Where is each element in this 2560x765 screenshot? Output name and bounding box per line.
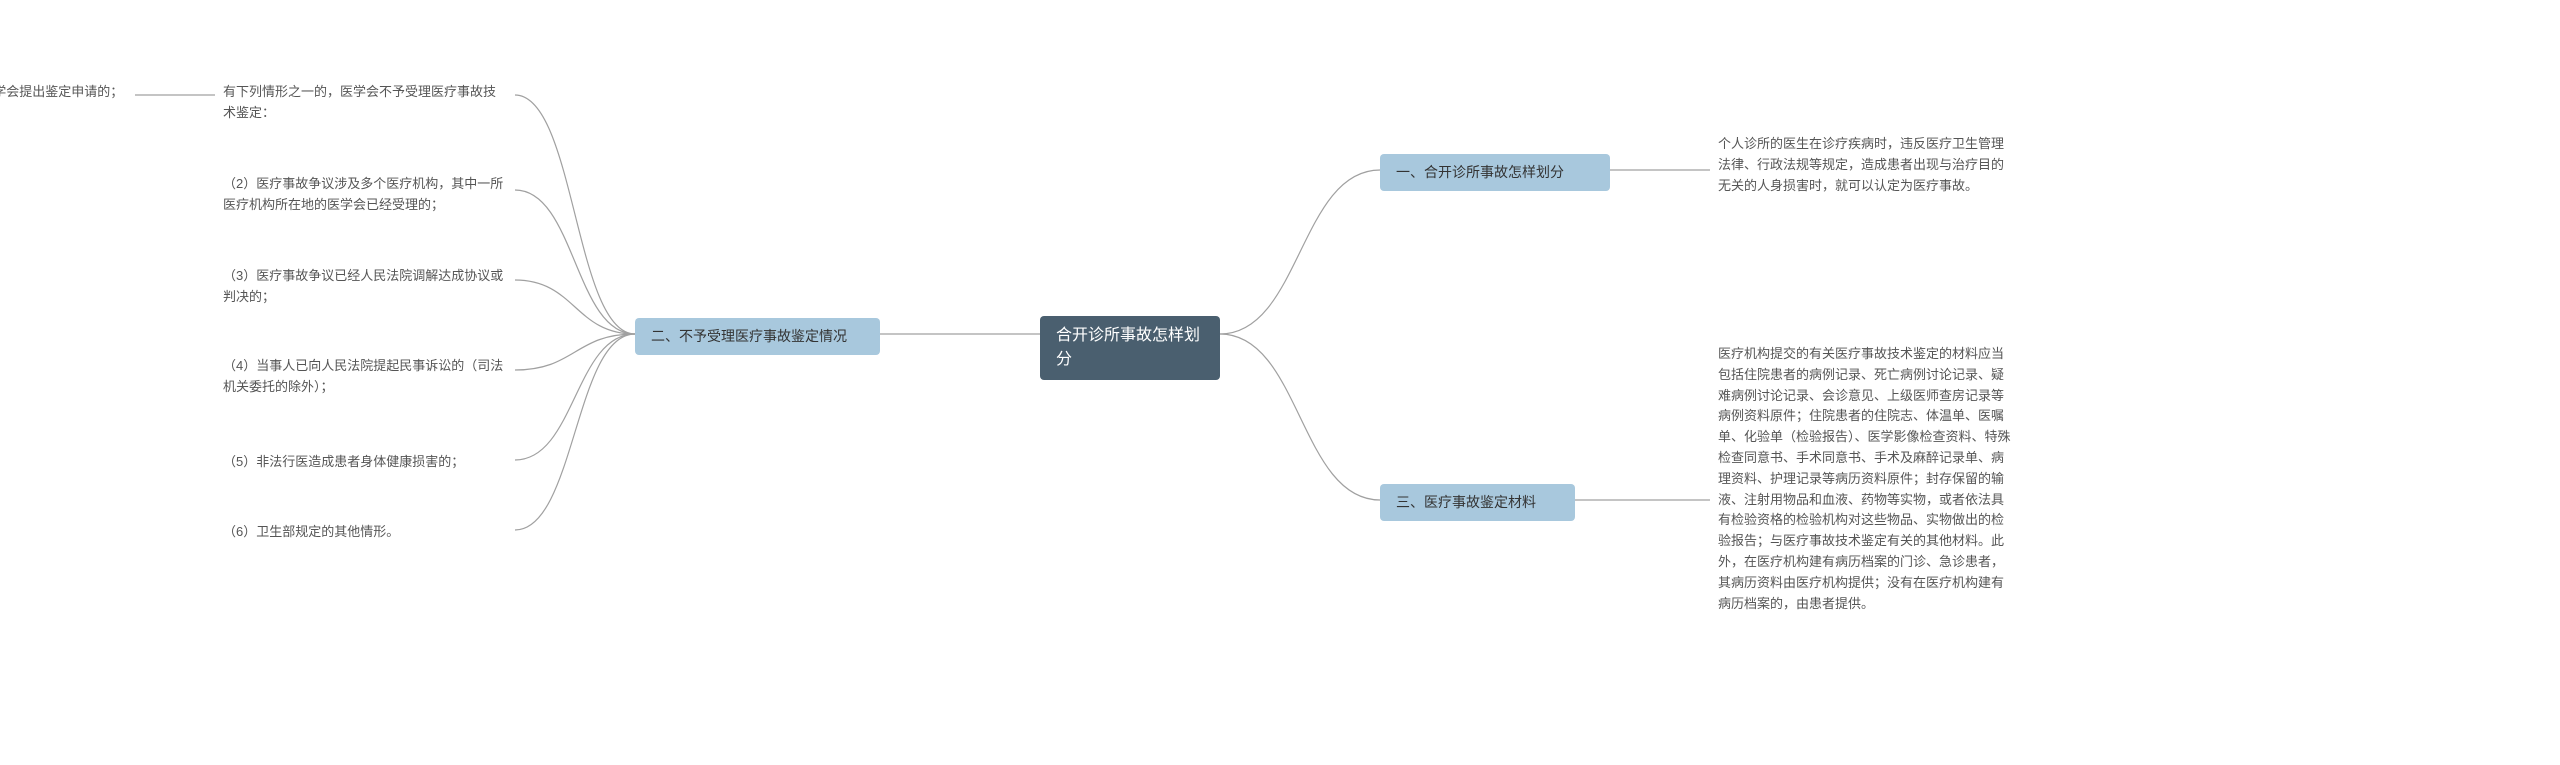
branch-right-3-label: 三、医疗事故鉴定材料 [1396,492,1536,513]
leaf-left-2-4: （5）非法行医造成患者身体健康损害的； [215,448,515,477]
leaf-left-2-5: （6）卫生部规定的其他情形。 [215,518,515,547]
branch-left-2[interactable]: 二、不予受理医疗事故鉴定情况 [635,318,880,355]
leaf-left-2-1: （2）医疗事故争议涉及多个医疗机构，其中一所医疗机构所在地的医学会已经受理的； [215,170,515,220]
leaf-left-2-3: （4）当事人已向人民法院提起民事诉讼的（司法机关委托的除外）； [215,352,515,402]
leaf-left-2-0-extra-text: （1）当事人一方直接向医学会提出鉴定申请的； [0,82,123,103]
branch-right-1-label: 一、合开诊所事故怎样划分 [1396,162,1564,183]
branch-right-3[interactable]: 三、医疗事故鉴定材料 [1380,484,1575,521]
leaf-right-1-0: 个人诊所的医生在诊疗疾病时，违反医疗卫生管理法律、行政法规等规定，造成患者出现与… [1710,130,2020,200]
leaf-left-2-2-text: （3）医疗事故争议已经人民法院调解达成协议或判决的； [223,266,507,308]
leaf-left-2-4-text: （5）非法行医造成患者身体健康损害的； [223,452,464,473]
leaf-left-2-0-extra: （1）当事人一方直接向医学会提出鉴定申请的； [0,78,135,107]
branch-left-2-label: 二、不予受理医疗事故鉴定情况 [651,326,847,347]
branch-right-1[interactable]: 一、合开诊所事故怎样划分 [1380,154,1610,191]
leaf-left-2-2: （3）医疗事故争议已经人民法院调解达成协议或判决的； [215,262,515,312]
root-label: 合开诊所事故怎样划分 [1056,324,1204,372]
leaf-left-2-3-text: （4）当事人已向人民法院提起民事诉讼的（司法机关委托的除外）； [223,356,507,398]
leaf-left-2-0-text: 有下列情形之一的，医学会不予受理医疗事故技术鉴定： [223,82,507,124]
leaf-left-2-1-text: （2）医疗事故争议涉及多个医疗机构，其中一所医疗机构所在地的医学会已经受理的； [223,174,507,216]
leaf-right-3-0-text: 医疗机构提交的有关医疗事故技术鉴定的材料应当包括住院患者的病例记录、死亡病例讨论… [1718,344,2012,614]
leaf-left-2-5-text: （6）卫生部规定的其他情形。 [223,522,399,543]
leaf-right-1-0-text: 个人诊所的医生在诊疗疾病时，违反医疗卫生管理法律、行政法规等规定，造成患者出现与… [1718,134,2012,196]
root-node[interactable]: 合开诊所事故怎样划分 [1040,316,1220,380]
leaf-right-3-0: 医疗机构提交的有关医疗事故技术鉴定的材料应当包括住院患者的病例记录、死亡病例讨论… [1710,340,2020,618]
leaf-left-2-0: 有下列情形之一的，医学会不予受理医疗事故技术鉴定： [215,78,515,128]
